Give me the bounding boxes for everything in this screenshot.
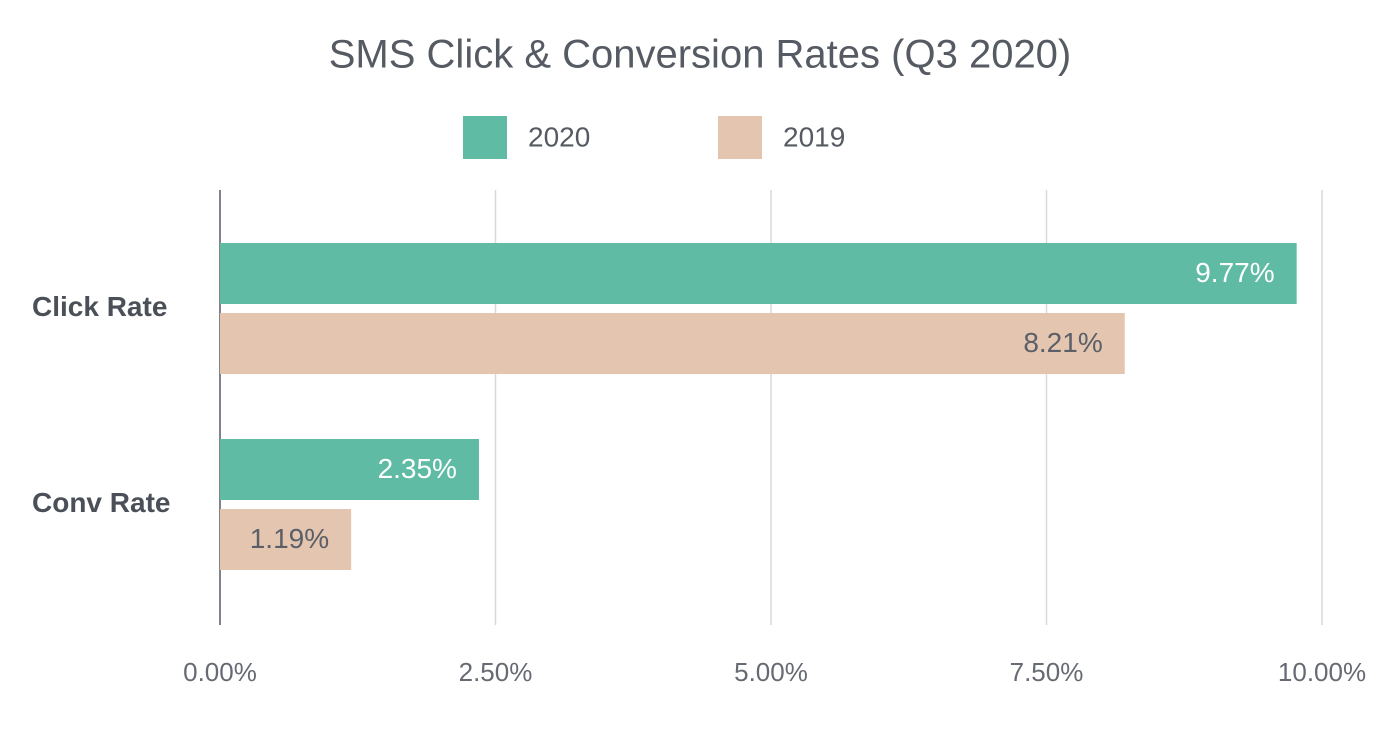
legend-swatch	[718, 116, 762, 159]
x-tick-label: 7.50%	[1010, 657, 1084, 687]
x-tick-label: 10.00%	[1278, 657, 1366, 687]
bar	[220, 509, 352, 570]
legend-label: 2020	[528, 121, 590, 152]
bar	[220, 439, 479, 500]
bar	[220, 243, 1297, 304]
y-tick-label: Conv Rate	[32, 487, 170, 518]
data-label: 2.35%	[378, 453, 457, 484]
data-label: 1.19%	[250, 523, 329, 554]
x-tick-label: 5.00%	[734, 657, 808, 687]
y-tick-label: Click Rate	[32, 291, 167, 322]
data-label: 9.77%	[1195, 257, 1274, 288]
bar	[220, 313, 1125, 374]
chart-title: SMS Click & Conversion Rates (Q3 2020)	[329, 33, 1072, 77]
x-tick-label: 2.50%	[459, 657, 533, 687]
x-tick-label: 0.00%	[183, 657, 257, 687]
legend-swatch	[463, 116, 507, 159]
legend-label: 2019	[783, 121, 845, 152]
data-label: 8.21%	[1023, 327, 1102, 358]
